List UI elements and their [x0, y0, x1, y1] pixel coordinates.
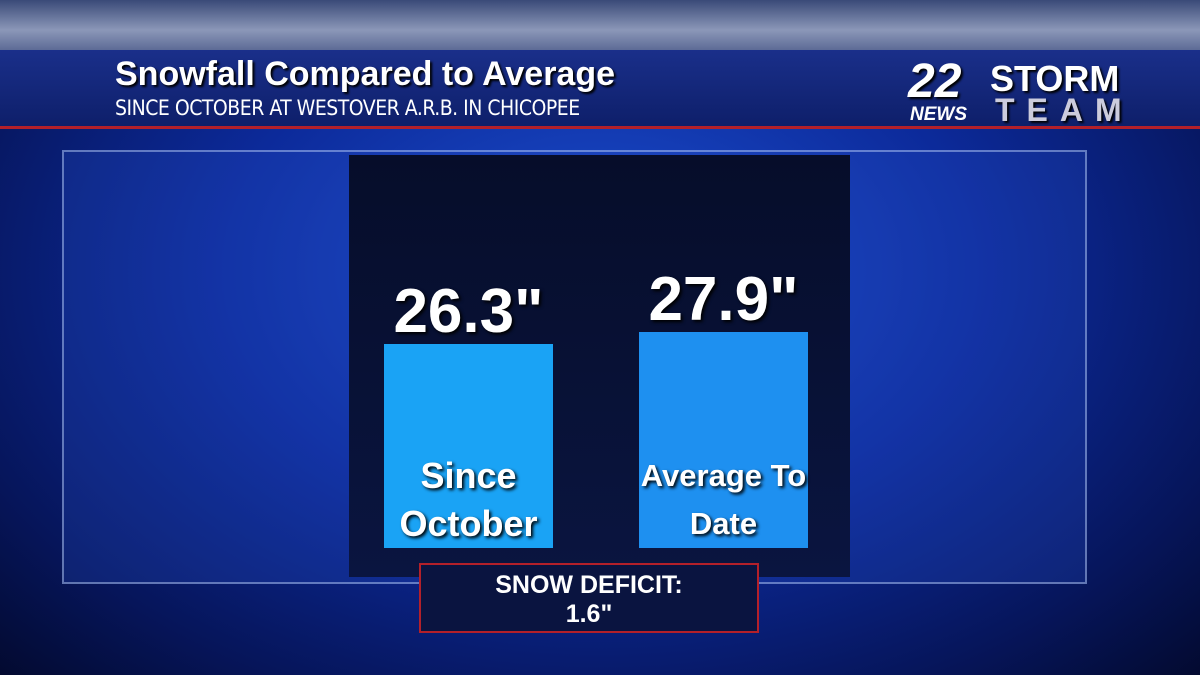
- title: Snowfall Compared to Average: [115, 55, 616, 93]
- logo-news: NEWS: [910, 104, 967, 125]
- deficit-box: SNOW DEFICIT: 1.6": [419, 563, 759, 633]
- header-band: [0, 50, 1200, 129]
- value-label: 26.3": [393, 277, 544, 347]
- top-bar: [0, 0, 1200, 50]
- category-label: Since October: [399, 455, 538, 544]
- value-label: 27.9": [648, 265, 799, 334]
- logo-storm: STORM: [990, 58, 1120, 99]
- category-label: Average To Date: [640, 458, 807, 541]
- subtitle: SINCE OCTOBER AT WESTOVER A.R.B. IN CHIC…: [115, 96, 580, 120]
- bar: [639, 332, 808, 548]
- deficit-value: 1.6": [565, 600, 613, 628]
- deficit-label: SNOW DEFICIT:: [495, 571, 683, 599]
- logo-number: 22: [908, 55, 962, 108]
- bar: [384, 344, 553, 548]
- logo-team: TEAM: [995, 92, 1134, 128]
